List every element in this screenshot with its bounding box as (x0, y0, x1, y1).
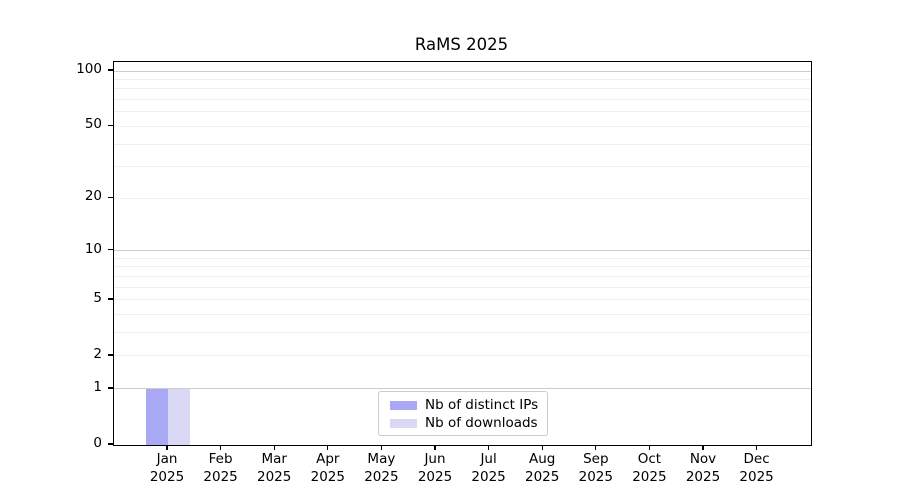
minor-gridline (114, 314, 811, 316)
bar-nb-of-downloads-jan (168, 388, 190, 445)
minor-gridline (114, 299, 811, 301)
x-tick-label-jul: Jul 2025 (471, 451, 506, 485)
x-tick (487, 445, 490, 450)
y-tick (108, 443, 113, 445)
minor-gridline (114, 143, 811, 145)
x-tick (755, 445, 758, 450)
minor-gridline (114, 125, 811, 127)
plot-area (113, 61, 812, 446)
minor-gridline (114, 332, 811, 334)
y-tick (108, 249, 113, 251)
y-tick (108, 387, 113, 389)
minor-gridline (114, 79, 811, 81)
x-tick (595, 445, 597, 450)
minor-gridline (114, 88, 811, 90)
legend: Nb of distinct IPs Nb of downloads (378, 391, 548, 436)
minor-gridline (114, 286, 811, 288)
x-tick (273, 445, 275, 450)
y-tick-label: 50 (84, 116, 102, 133)
y-tick (108, 354, 113, 356)
y-tick-label: 20 (84, 188, 102, 205)
x-tick-label-aug: Aug 2025 (525, 451, 560, 485)
legend-swatch-downloads (390, 418, 417, 428)
x-tick-label-oct: Oct 2025 (632, 451, 667, 485)
x-tick (380, 445, 383, 450)
x-tick (541, 445, 543, 450)
x-tick (702, 445, 704, 450)
minor-gridline (114, 111, 811, 113)
legend-item-downloads: Nb of downloads (390, 414, 547, 432)
x-tick-label-jun: Jun 2025 (417, 451, 453, 485)
minor-gridline (114, 355, 811, 357)
x-tick (648, 445, 651, 450)
bar-nb-of-distinct-ips-jan (146, 388, 168, 445)
x-tick-label-sep: Sep 2025 (578, 451, 613, 485)
legend-label-distinct-ips: Nb of distinct IPs (425, 397, 539, 413)
minor-gridline (114, 266, 811, 268)
legend-label-downloads: Nb of downloads (425, 415, 538, 431)
x-tick-label-mar: Mar 2025 (257, 451, 292, 485)
x-tick-label-may: May 2025 (364, 451, 399, 485)
y-tick-label: 0 (93, 435, 102, 451)
x-tick-label-dec: Dec 2025 (739, 451, 774, 485)
chart-title: RaMS 2025 (414, 35, 509, 54)
minor-gridline (114, 257, 811, 259)
y-tick-label: 5 (93, 289, 102, 306)
minor-gridline (114, 99, 811, 101)
major-gridline (114, 250, 811, 252)
major-gridline (114, 388, 811, 390)
minor-gridline (114, 166, 811, 168)
y-tick (108, 124, 113, 127)
legend-swatch-distinct-ips (390, 400, 417, 410)
y-tick (108, 196, 113, 199)
x-tick (434, 445, 436, 450)
x-tick-label-apr: Apr 2025 (310, 451, 345, 485)
minor-gridline (114, 276, 811, 278)
x-tick-label-nov: Nov 2025 (685, 451, 721, 485)
y-tick-label: 100 (76, 61, 102, 78)
x-tick-label-jan: Jan 2025 (149, 451, 185, 485)
y-tick-label: 10 (84, 240, 102, 257)
y-tick-label: 2 (93, 345, 102, 362)
y-tick (108, 298, 113, 300)
minor-gridline (114, 197, 811, 199)
x-tick (219, 445, 222, 450)
x-tick (327, 445, 329, 450)
x-tick (166, 445, 168, 450)
x-tick-label-feb: Feb 2025 (203, 451, 238, 485)
major-gridline (114, 70, 811, 72)
legend-item-distinct-ips: Nb of distinct IPs (390, 396, 547, 414)
y-tick (108, 69, 113, 71)
y-tick-label: 1 (93, 378, 102, 395)
